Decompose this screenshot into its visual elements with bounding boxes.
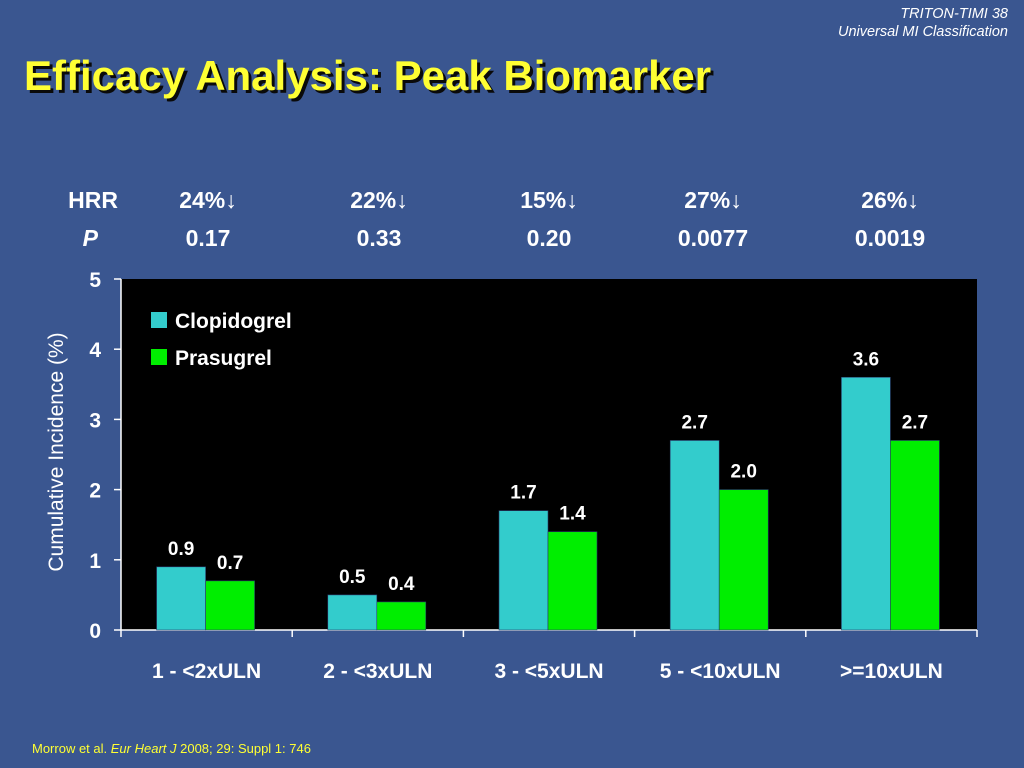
x-category-label: 5 - <10xULN [660, 660, 781, 683]
bar-value-label-prasugrel-2: 0.4 [388, 574, 415, 595]
x-category-label: 3 - <5xULN [494, 660, 603, 683]
bar-clopidogrel-5 [841, 376, 891, 631]
y-tick-label: 2 [89, 480, 101, 503]
bar-clopidogrel-2 [327, 594, 378, 631]
x-category-label: 1 - <2xULN [152, 660, 261, 683]
bar-value-label-clopidogrel-4: 2.7 [681, 412, 707, 433]
p-value-1: 0.17 [185, 225, 231, 251]
hrr-value-4: 27%↓ [684, 187, 742, 213]
p-value-4: 0.0077 [677, 225, 749, 251]
bar-value-label-clopidogrel-3: 1.7 [510, 483, 536, 504]
source-line-1: TRITON-TIMI 38 [900, 6, 1008, 22]
hrr-value-3: 15%↓ [520, 187, 578, 213]
bar-prasugrel-5 [890, 440, 940, 631]
y-axis-title: Cumulative Incidence (%) [45, 332, 68, 571]
bar-value-label-clopidogrel-1: 0.9 [168, 539, 194, 560]
y-tick-label: 3 [89, 409, 101, 432]
bar-value-label-prasugrel-4: 2.0 [730, 462, 756, 483]
x-category-label: 2 - <3xULN [323, 660, 432, 683]
p-value-5: 0.0019 [854, 225, 926, 251]
hrr-value-1: 24%↓ [179, 187, 237, 213]
y-tick-label: 4 [89, 339, 101, 362]
legend-label-clopidogrel: Clopidogrel [175, 310, 292, 333]
bar-value-label-clopidogrel-5: 3.6 [853, 349, 879, 370]
y-tick-label: 1 [89, 550, 101, 573]
p-row-label: P [82, 225, 98, 251]
bar-clopidogrel-3 [498, 510, 549, 631]
bar-prasugrel-4 [718, 489, 769, 631]
legend-label-prasugrel: Prasugrel [175, 347, 272, 370]
hrr-value-2: 22%↓ [350, 187, 408, 213]
bar-prasugrel-3 [547, 531, 598, 631]
y-tick-label: 0 [89, 620, 101, 643]
hrr-value-5: 26%↓ [861, 187, 919, 213]
bar-prasugrel-2 [376, 601, 427, 631]
citation-authors: Morrow et al. [32, 741, 111, 756]
x-category-label: >=10xULN [840, 660, 943, 683]
bar-value-label-prasugrel-5: 2.7 [902, 412, 928, 433]
legend-swatch-prasugrel [151, 349, 167, 365]
citation-journal: Eur Heart J [110, 741, 177, 756]
page-title: Efficacy Analysis: Peak Biomarker [24, 52, 712, 99]
citation-details: 2008; 29: Suppl 1: 746 [176, 741, 311, 756]
y-tick-label: 5 [89, 269, 101, 292]
p-value-3: 0.20 [526, 225, 572, 251]
legend-swatch-clopidogrel [151, 312, 167, 328]
source-line-2: Universal MI Classification [837, 24, 1008, 40]
bar-clopidogrel-1 [156, 566, 206, 631]
hrr-row-label: HRR [68, 187, 118, 213]
bar-clopidogrel-4 [669, 440, 720, 631]
bar-prasugrel-1 [205, 580, 255, 631]
bar-value-label-prasugrel-3: 1.4 [559, 504, 586, 525]
bar-value-label-clopidogrel-2: 0.5 [339, 567, 366, 588]
source-tag: TRITON-TIMI 38 Universal MI Classificati… [708, 5, 1008, 41]
p-value-2: 0.33 [356, 225, 402, 251]
citation: Morrow et al. Eur Heart J 2008; 29: Supp… [32, 741, 311, 756]
bar-value-label-prasugrel-1: 0.7 [217, 553, 243, 574]
